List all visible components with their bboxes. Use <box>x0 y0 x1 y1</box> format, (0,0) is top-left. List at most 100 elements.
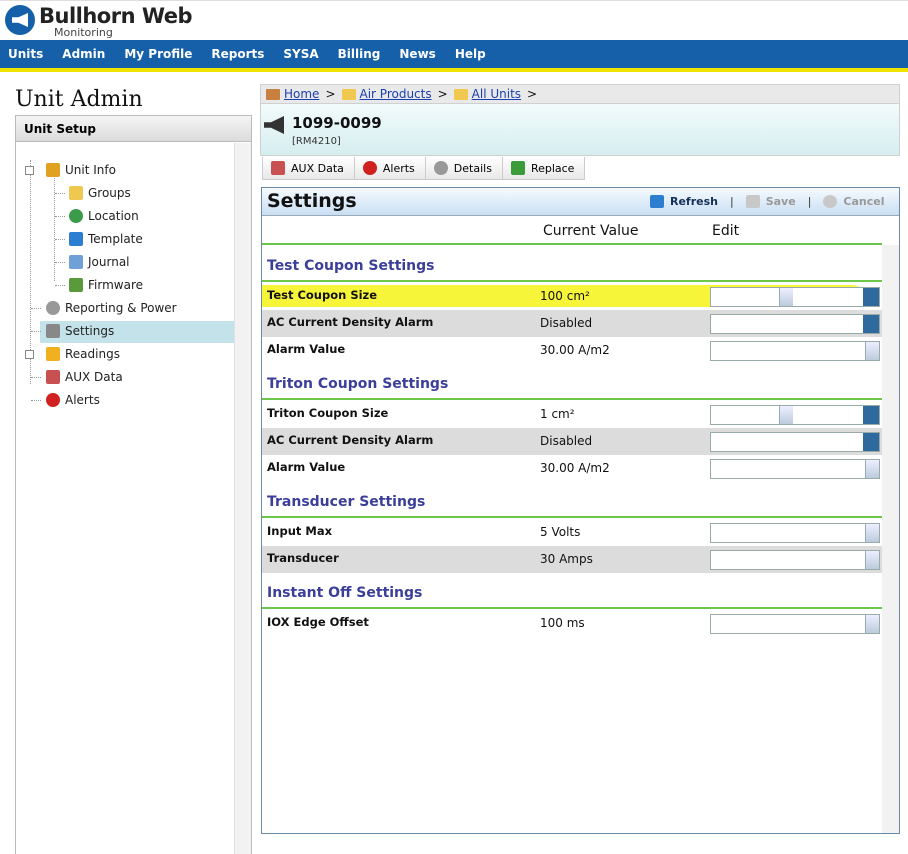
nav-item[interactable]: Reports <box>211 47 265 61</box>
breadcrumb: Home > Air Products > All Units > <box>266 86 543 102</box>
action-button: Cancel <box>843 194 885 208</box>
tree-item[interactable]: Settings <box>65 324 115 338</box>
tree-item[interactable]: Groups <box>88 186 131 200</box>
edit-unit-select[interactable] <box>710 405 880 425</box>
action-icon <box>745 194 760 208</box>
setting-label: Transducer <box>267 551 339 565</box>
setting-label: Test Coupon Size <box>267 288 378 302</box>
tab-icon <box>362 161 377 175</box>
spinner <box>865 460 879 478</box>
setting-row: Triton Coupon Size 1 cm² <box>262 401 882 428</box>
icon-cubes <box>46 370 60 384</box>
setting-value: 100 ms <box>540 616 585 630</box>
setting-row: IOX Edge Offset 100 ms <box>262 610 882 637</box>
setting-label: Input Max <box>267 524 333 538</box>
section-line <box>262 280 882 282</box>
tree-line <box>54 178 55 281</box>
tree-item[interactable]: Alerts <box>65 393 100 407</box>
action-button: Save <box>765 194 796 208</box>
setting-label: AC Current Density Alarm <box>267 315 434 329</box>
edit-select[interactable] <box>710 432 880 452</box>
action-separator: | <box>729 194 734 208</box>
spinner <box>779 406 793 424</box>
nav-item[interactable]: My Profile <box>124 47 193 61</box>
crumb-link[interactable]: Air Products <box>359 87 432 101</box>
setting-row: Alarm Value 30.00 A/m2 <box>262 455 882 482</box>
tree-item[interactable]: Journal <box>88 255 130 269</box>
tab-icon <box>271 161 285 175</box>
crumb-icon <box>453 88 468 100</box>
nav-item[interactable]: SYSA <box>283 47 319 61</box>
column-header: Current Value <box>543 223 639 239</box>
edit-number[interactable] <box>710 341 880 361</box>
tree-expander[interactable] <box>25 350 34 359</box>
nav-item[interactable]: Billing <box>337 47 381 61</box>
tab[interactable]: Details <box>425 157 503 179</box>
logo-title: Bullhorn Web <box>39 4 193 28</box>
tree-branch <box>55 285 65 286</box>
crumb-link[interactable]: All Units <box>471 87 522 101</box>
setting-label: Alarm Value <box>267 342 346 356</box>
tree-branch <box>55 216 65 217</box>
icon-alert <box>46 393 60 407</box>
tree-item[interactable]: Firmware <box>88 278 143 292</box>
edit-number[interactable] <box>710 523 880 543</box>
tree-item[interactable]: Reporting & Power <box>65 301 177 315</box>
settings-header <box>262 188 899 216</box>
tree-item[interactable]: Template <box>88 232 143 246</box>
tree-branch <box>31 308 41 309</box>
settings-scrollbar <box>882 245 899 833</box>
tab[interactable]: Replace <box>502 157 586 179</box>
nav-item[interactable]: Help <box>454 47 486 61</box>
top-border <box>0 0 908 1</box>
crumb-separator: > <box>437 87 448 101</box>
breadcrumb-bar <box>260 84 900 104</box>
action-icon <box>650 194 664 208</box>
setting-value: 30.00 A/m2 <box>540 461 610 475</box>
edit-select[interactable] <box>710 314 880 334</box>
icon-wrench <box>46 324 60 338</box>
tree-item[interactable]: Location <box>88 209 139 223</box>
setting-value: 30.00 A/m2 <box>540 343 610 357</box>
nav-item[interactable]: Admin <box>62 47 106 61</box>
spinner <box>779 288 793 306</box>
sidebar-panel <box>15 115 252 854</box>
section-title: Instant Off Settings <box>267 585 423 601</box>
tab[interactable]: Alerts <box>354 157 426 179</box>
crumb-separator: > <box>325 87 336 101</box>
icon-download <box>69 232 83 246</box>
tree-item[interactable]: Readings <box>65 347 120 361</box>
setting-label: Alarm Value <box>267 460 346 474</box>
settings-title: Settings <box>267 190 357 212</box>
edit-number[interactable] <box>710 459 880 479</box>
crumb-link[interactable]: Home <box>284 87 320 101</box>
action-icon <box>823 194 838 208</box>
spinner <box>865 342 879 360</box>
edit-number[interactable] <box>710 614 880 634</box>
tree-line <box>30 160 31 384</box>
tree-branch <box>55 193 65 194</box>
edit-number[interactable] <box>710 550 880 570</box>
action-button[interactable]: Refresh <box>670 194 718 208</box>
nav-bar: Units Admin My Profile Reports SYSA Billing Ne… <box>0 40 908 68</box>
tab[interactable]: AUX Data <box>263 157 355 179</box>
tree-item[interactable]: AUX Data <box>65 370 123 384</box>
setting-row: Alarm Value 30.00 A/m2 <box>262 337 882 364</box>
tree-branch <box>55 262 65 263</box>
edit-unit-select[interactable] <box>710 287 880 307</box>
section-title: Triton Coupon Settings <box>267 376 449 392</box>
setting-row: AC Current Density Alarm Disabled <box>262 310 882 337</box>
nav-item[interactable]: Units <box>8 47 44 61</box>
tree-expander[interactable] <box>25 166 34 175</box>
sidebar-panel-title: Unit Setup <box>16 116 251 142</box>
crumb-icon <box>341 88 356 100</box>
action-separator: | <box>807 194 812 208</box>
setting-row: Transducer 30 Amps <box>262 546 882 573</box>
column-header: Edit <box>712 223 740 239</box>
icon-chip <box>69 278 83 292</box>
nav-item[interactable]: News <box>399 47 436 61</box>
tree-item[interactable]: Unit Info <box>65 163 116 177</box>
setting-value: Disabled <box>540 434 593 448</box>
tab-label: AUX Data <box>291 161 344 175</box>
